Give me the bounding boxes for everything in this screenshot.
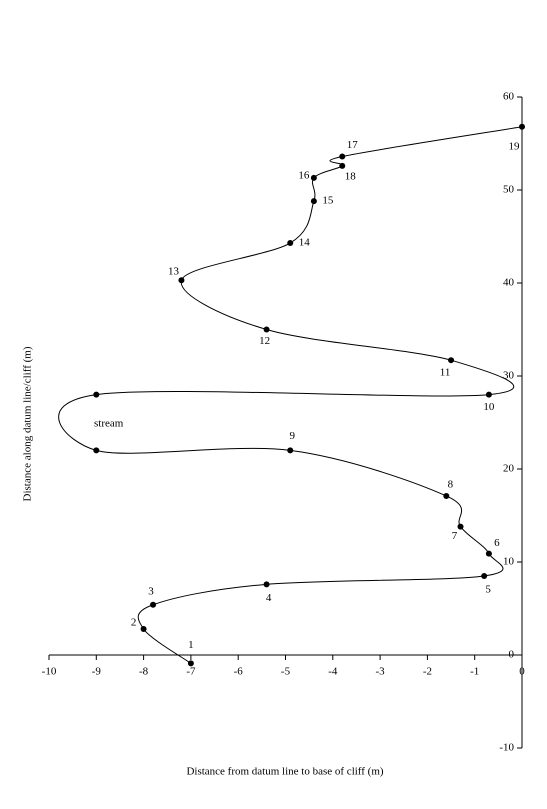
point xyxy=(178,277,185,284)
point xyxy=(287,447,294,454)
x-tick-label: -4 xyxy=(328,666,338,678)
x-tick-label: -1 xyxy=(470,666,479,678)
annotation: stream xyxy=(94,418,124,430)
point-label: 9 xyxy=(289,430,295,442)
point-label: 6 xyxy=(494,537,500,549)
x-tick-label: -3 xyxy=(376,666,386,678)
y-tick-label: -10 xyxy=(499,742,514,754)
point-label: 12 xyxy=(259,335,270,347)
point-label: 13 xyxy=(168,266,180,278)
point xyxy=(93,447,100,454)
x-tick-label: 0 xyxy=(519,666,525,678)
point-label: 7 xyxy=(452,530,458,542)
point xyxy=(263,581,270,588)
point-label: 3 xyxy=(148,585,154,597)
x-tick-label: -8 xyxy=(139,666,149,678)
y-tick-label: 10 xyxy=(503,556,515,568)
y-tick-label: 50 xyxy=(503,184,515,196)
point xyxy=(481,572,488,579)
x-tick-label: -7 xyxy=(186,666,196,678)
point-label: 8 xyxy=(448,479,454,491)
y-tick-label: 60 xyxy=(503,91,515,103)
point xyxy=(287,240,294,247)
point xyxy=(519,123,525,130)
point xyxy=(457,523,464,530)
point-label: 15 xyxy=(322,195,334,207)
point-label: 5 xyxy=(485,583,491,595)
x-tick-label: -5 xyxy=(281,666,291,678)
point-label: 4 xyxy=(266,592,272,604)
point xyxy=(150,601,157,608)
y-axis-title: Distance along datum line/cliff (m) xyxy=(22,346,34,501)
point xyxy=(263,326,270,333)
point-label: 16 xyxy=(298,169,310,181)
x-tick-label: -10 xyxy=(42,666,57,678)
point xyxy=(187,660,194,667)
y-tick-label: 40 xyxy=(503,277,515,289)
y-tick-label: 20 xyxy=(503,463,515,475)
line xyxy=(58,126,523,664)
x-tick-label: -2 xyxy=(423,666,432,678)
point-label: 14 xyxy=(299,237,311,249)
point xyxy=(485,391,492,398)
x-axis-title: Distance from datum line to base of clif… xyxy=(186,766,383,778)
point-label: 2 xyxy=(131,616,137,628)
y-tick-label: 0 xyxy=(509,649,515,661)
x-tick-label: -6 xyxy=(234,666,244,678)
point xyxy=(140,625,147,632)
point xyxy=(310,198,317,205)
point-label: 1 xyxy=(188,639,194,651)
point xyxy=(93,391,100,398)
point xyxy=(485,550,492,557)
y-tick-label: 30 xyxy=(503,370,515,382)
point xyxy=(339,162,346,169)
point xyxy=(443,492,450,499)
point xyxy=(310,174,317,181)
point-label: 17 xyxy=(347,139,359,151)
x-tick-label: -9 xyxy=(92,666,102,678)
point xyxy=(448,357,455,364)
point-label: 18 xyxy=(345,170,357,182)
point-label: 19 xyxy=(509,140,521,152)
point-label: 10 xyxy=(483,401,495,413)
point-label: 11 xyxy=(440,367,451,379)
point xyxy=(339,153,346,160)
